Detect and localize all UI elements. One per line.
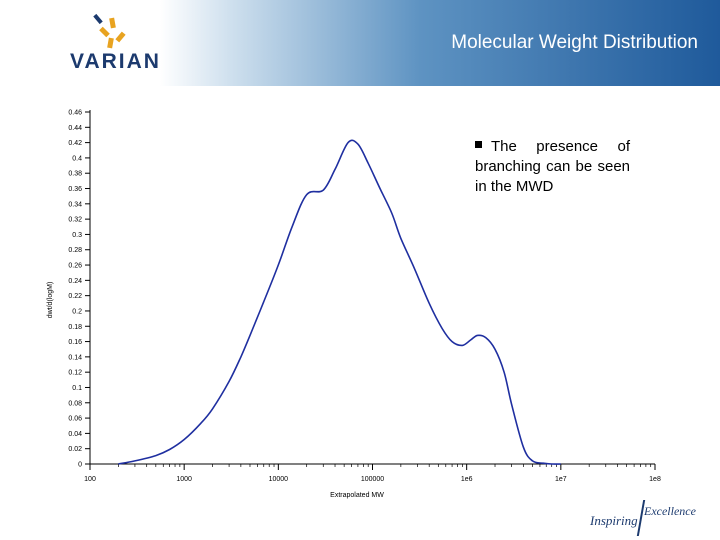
y-tick-label: 0.36 [68, 186, 82, 193]
y-tick-label: 0.06 [68, 416, 82, 423]
x-tick-label: 1e7 [555, 476, 567, 483]
logo-wordmark: VARIAN [70, 50, 161, 73]
tagline-left: Inspiring [590, 513, 638, 528]
bullet-note: The presence of branching can be seen in… [475, 137, 630, 197]
bullet-note-text: The presence of branching can be seen in… [475, 138, 630, 195]
y-tick-label: 0.04 [68, 431, 82, 438]
x-axis: 100 1000 10000 100000 1e6 1e7 1e8 [84, 463, 661, 483]
y-tick-label: 0.46 [68, 110, 82, 117]
y-axis-label: dwt/d(logM) [47, 282, 54, 319]
x-tick-label: 1e6 [461, 476, 473, 483]
y-tick-label: 0.42 [68, 140, 82, 147]
y-tick-label: 0.2 [72, 308, 82, 315]
y-tick-label: 0.16 [68, 339, 82, 346]
x-tick-label: 1e8 [649, 476, 661, 483]
y-tick-label: 0.12 [68, 370, 82, 377]
tagline-right: Excellence [644, 504, 696, 518]
series-line [118, 139, 561, 465]
y-tick-label: 0.1 [72, 385, 82, 392]
x-tick-label: 1000 [176, 476, 192, 483]
y-axis: 0 0.02 0.04 0.06 0.08 0.1 0.12 0.14 0.16 0.18 0.2 0… [68, 110, 91, 469]
bullet-square-icon [475, 141, 482, 148]
y-tick-label: 0.28 [68, 247, 82, 254]
y-tick-label: 0.18 [68, 324, 82, 331]
y-tick-label: 0.34 [68, 201, 82, 208]
x-tick-label: 100000 [361, 476, 384, 483]
x-tick-label: 10000 [269, 476, 289, 483]
y-tick-label: 0.26 [68, 263, 82, 270]
y-tick-label: 0.22 [68, 293, 82, 300]
y-tick-label: 0.3 [72, 232, 82, 239]
y-tick-label: 0.08 [68, 400, 82, 407]
y-tick-label: 0.14 [68, 354, 82, 361]
page-title: Molecular Weight Distribution [451, 32, 698, 53]
y-tick-label: 0.02 [68, 446, 82, 453]
x-tick-label: 100 [84, 476, 96, 483]
y-tick-label: 0.32 [68, 217, 82, 224]
varian-logo-icon [93, 13, 126, 49]
y-tick-label: 0 [78, 462, 82, 469]
y-tick-label: 0.4 [72, 155, 82, 162]
x-axis-label: Extrapolated MW [330, 492, 384, 499]
footer-tagline: Inspiring Excellence [590, 500, 710, 536]
y-tick-label: 0.44 [68, 125, 82, 132]
series-group [118, 139, 561, 465]
varian-logo: VARIAN [0, 0, 170, 86]
y-tick-label: 0.24 [68, 278, 82, 285]
y-tick-label: 0.38 [68, 171, 82, 178]
header-bar: VARIAN Molecular Weight Distribution [0, 0, 720, 86]
